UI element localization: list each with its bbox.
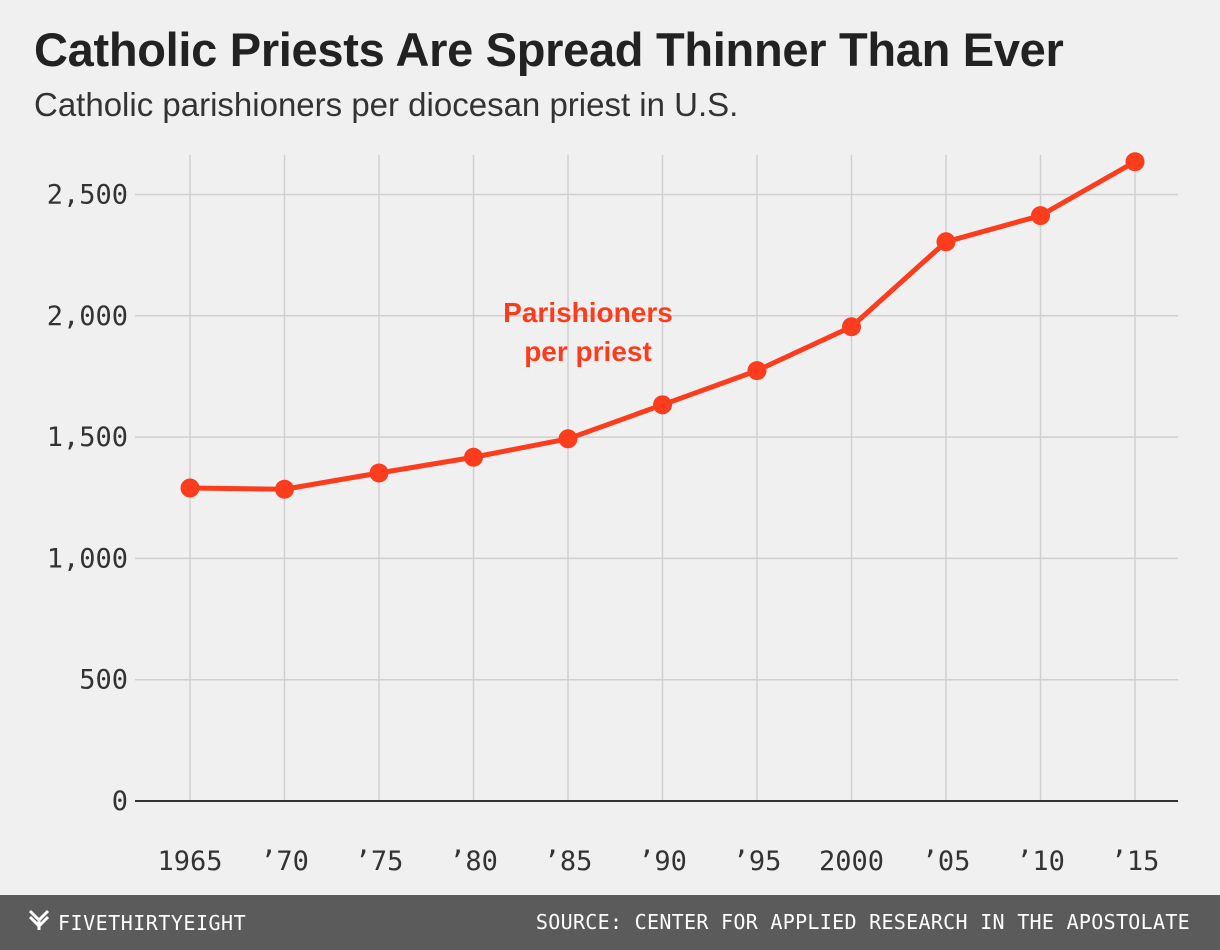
series-annotation-line-1: Parishioners [503,297,673,328]
y-tick-label: 500 [79,665,128,696]
x-tick-label: ’95 [733,846,782,877]
y-tick-label: 1,500 [47,422,128,453]
fivethirtyeight-logo-icon [28,908,50,937]
x-tick-label: ’75 [355,846,404,877]
x-tick-label: 2000 [819,846,884,877]
data-point [653,395,672,415]
x-tick-label: ’05 [922,846,971,877]
series-annotation-line-2: per priest [524,336,652,367]
source-note: SOURCE: CENTER FOR APPLIED RESEARCH IN T… [535,910,1190,934]
brand: FIVETHIRTYEIGHT [28,895,246,950]
y-tick-label: 2,500 [47,180,128,211]
footer-bar: FIVETHIRTYEIGHT SOURCE: CENTER FOR APPLI… [0,895,1220,950]
x-tick-label: ’90 [638,846,687,877]
data-point [842,317,861,337]
x-tick-label: ’15 [1111,846,1160,877]
data-point [369,463,389,483]
data-point [936,232,956,252]
data-point [558,429,578,449]
data-point [275,479,294,499]
data-point [180,478,200,498]
data-point [747,361,767,381]
line-chart: 0 500 1,000 1,500 2,000 2,500 1965 ’70 ’75 ’80 ’8… [47,152,1178,877]
y-tick-label: 2,000 [47,301,128,332]
chart-title: Catholic Priests Are Spread Thinner Than… [34,23,1064,76]
x-tick-label: ’85 [544,846,593,877]
x-tick-label: ’80 [449,846,498,877]
y-tick-label: 1,000 [47,543,128,574]
data-point [1125,152,1145,172]
x-tick-label: ’70 [260,846,309,877]
data-point [1031,206,1050,226]
chart-subtitle: Catholic parishioners per diocesan pries… [34,86,739,123]
brand-name: FIVETHIRTYEIGHT [58,910,247,935]
x-tick-label: ’10 [1016,846,1065,877]
x-tick-label: 1965 [157,846,222,877]
y-tick-label: 0 [112,786,128,817]
data-point [464,447,483,467]
